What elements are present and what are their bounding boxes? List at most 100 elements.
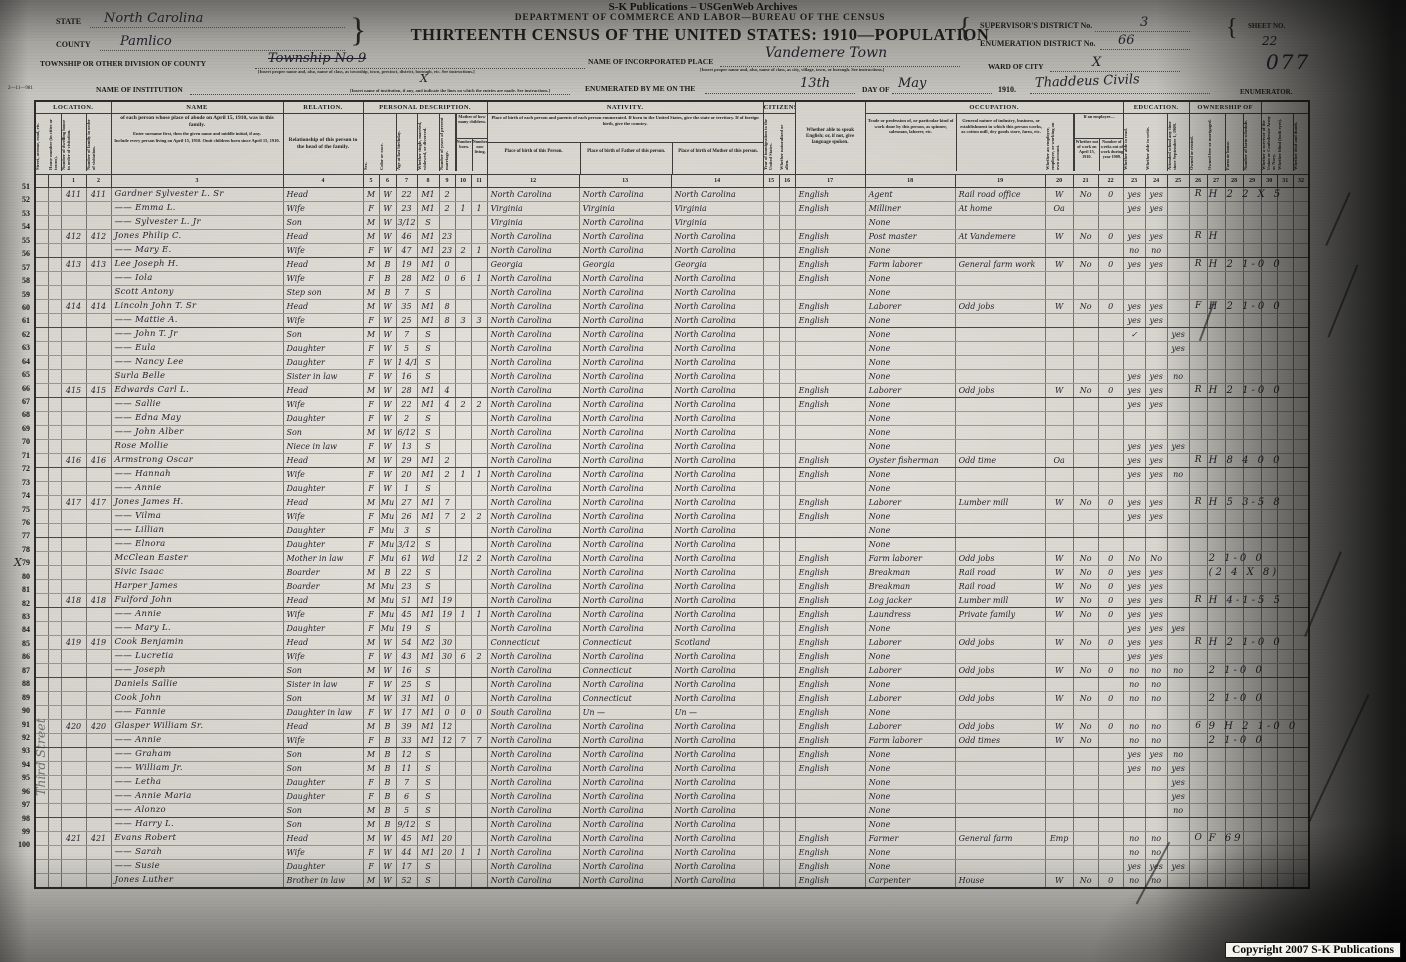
cell-write: yes <box>1144 187 1168 202</box>
cell-read: yes <box>1122 565 1146 580</box>
cell-imm <box>762 467 780 482</box>
cell-yrs <box>438 523 455 538</box>
cell-sex: F <box>362 537 379 552</box>
cell-own <box>1188 201 1208 216</box>
cell-nat <box>778 243 796 258</box>
cell-name: —— William Jr. <box>110 761 283 776</box>
cell-imm <box>762 593 780 608</box>
cell-write: no <box>1144 873 1168 889</box>
cell-pob: North Carolina <box>486 397 580 412</box>
cell-out <box>1072 467 1099 482</box>
cell-eng: English <box>794 845 866 860</box>
column-numbers: 1 2 3 4 5 6 7 8 9 10 11 12 13 14 15 16 17 18 19 20 21 22 23 24 2… <box>34 174 1310 188</box>
cell-pobm: North Carolina <box>670 677 764 692</box>
cell-nat <box>778 467 796 482</box>
cell-own <box>1188 621 1208 636</box>
cell-wks <box>1097 621 1124 636</box>
cell-name: —— Lillian <box>110 523 283 538</box>
column-number: 7 <box>395 174 418 188</box>
cell-wks <box>1097 327 1124 342</box>
cell-v30 <box>1260 607 1278 622</box>
cell-wks <box>1097 411 1124 426</box>
cell-ind <box>954 845 1046 860</box>
cell-eng <box>794 789 866 804</box>
cell-read: yes <box>1122 621 1146 636</box>
cell-v31 <box>1276 775 1294 790</box>
cell-color: W <box>378 845 396 860</box>
cell-mort: H 2 2 X 5 <box>1206 187 1284 202</box>
cell-born <box>454 299 471 314</box>
cell-sex: M <box>362 299 379 314</box>
cell-out <box>1072 341 1099 356</box>
cell-age: 7 <box>395 285 417 300</box>
cell-rel: Daughter <box>282 789 363 804</box>
cell-sex: F <box>362 859 379 874</box>
cell-name: Scott Antony <box>110 285 283 300</box>
cell-v32 <box>1292 369 1310 384</box>
cell-dw <box>60 327 86 342</box>
cell-v30 <box>1260 747 1278 762</box>
cell-ind <box>954 761 1046 776</box>
cell-dw: 414 <box>60 299 86 314</box>
cell-liv <box>470 579 488 594</box>
row-number: 78 <box>22 544 30 554</box>
cell-trade: None <box>864 537 956 552</box>
cell-born <box>454 355 471 370</box>
cell-dw <box>60 551 86 566</box>
cell-pob: North Carolina <box>486 243 580 258</box>
cell-emp <box>1044 775 1074 790</box>
cell-pob: North Carolina <box>486 481 580 496</box>
cell-mort <box>1206 439 1226 454</box>
cell-sched <box>1242 271 1262 286</box>
column-number: 22 <box>1097 174 1124 188</box>
cell-own <box>1188 509 1208 524</box>
cell-emp <box>1044 327 1074 342</box>
cell-emp <box>1044 439 1074 454</box>
cell-wks <box>1097 803 1124 818</box>
cell-rel: Wife <box>282 243 363 258</box>
cell-pobm: Virginia <box>670 215 764 230</box>
row-number: 92 <box>22 732 30 742</box>
cell-age: 61 <box>395 551 417 566</box>
cell-emp <box>1044 397 1074 412</box>
cell-pob: North Carolina <box>486 285 580 300</box>
cell-nat <box>778 677 796 692</box>
cell-pobf: North Carolina <box>578 397 672 412</box>
cell-v30 <box>1260 481 1278 496</box>
cell-fam <box>85 201 111 216</box>
cell-out <box>1072 439 1099 454</box>
cell-fam <box>85 425 111 440</box>
cell-imm <box>762 257 780 272</box>
cell-read: no <box>1122 719 1146 734</box>
cell-mort: 2 1-0 0 <box>1206 691 1265 706</box>
cell-house <box>47 215 61 230</box>
cell-ind: General farm <box>954 831 1046 846</box>
department-line: DEPARTMENT OF COMMERCE AND LABOR—BUREAU … <box>514 13 886 23</box>
cell-write <box>1144 523 1168 538</box>
cell-mort <box>1206 537 1226 552</box>
cell-ind: Odd jobs <box>954 691 1046 706</box>
cell-street <box>34 761 48 776</box>
census-rows: 411 411 Gardner Sylvester L. Sr Head M W 22 M1 2… <box>34 187 1310 889</box>
cell-sex: F <box>362 775 379 790</box>
cell-out: No <box>1072 607 1099 622</box>
cell-farm <box>1224 649 1244 664</box>
cell-age: 17 <box>395 859 417 874</box>
cell-eng <box>794 285 866 300</box>
cell-nat <box>778 635 796 650</box>
cell-pobf: North Carolina <box>578 383 672 398</box>
cell-read: yes <box>1122 299 1146 314</box>
cell-name: McClean Easter <box>110 551 283 566</box>
cell-sex: M <box>362 327 379 342</box>
supervisor-district-value: 3 <box>1140 15 1149 30</box>
cell-farm <box>1224 677 1244 692</box>
cell-wks <box>1097 341 1124 356</box>
cell-rel: Boarder <box>282 565 363 580</box>
cell-nat <box>778 313 796 328</box>
cell-house <box>47 229 61 244</box>
cell-dw: 421 <box>60 831 86 846</box>
cell-emp: Emp <box>1044 831 1074 846</box>
cell-trade: None <box>864 369 956 384</box>
cell-color: B <box>378 761 396 776</box>
cell-sch <box>1166 271 1190 286</box>
